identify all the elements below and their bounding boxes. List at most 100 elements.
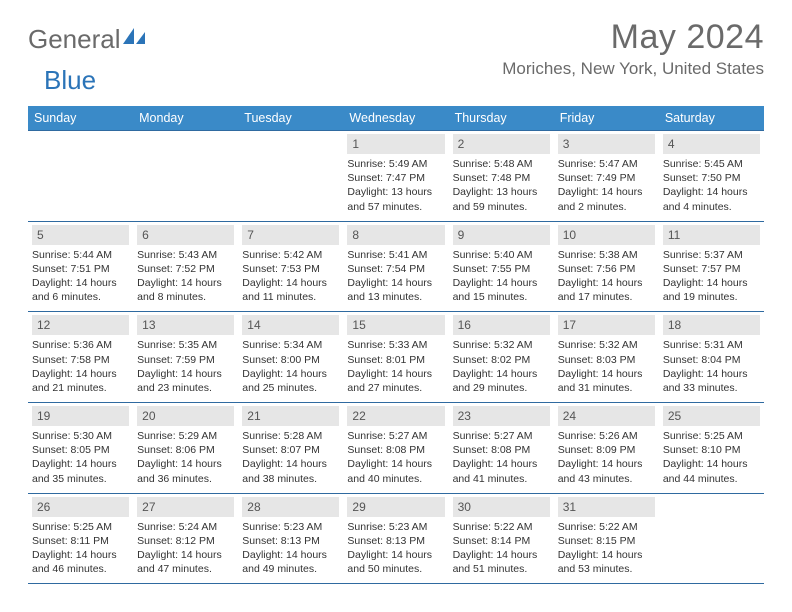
day-cell: 28Sunrise: 5:23 AMSunset: 8:13 PMDayligh…: [238, 493, 343, 584]
daylight-text: Daylight: 14 hours and 29 minutes.: [453, 367, 550, 395]
week-row: 5Sunrise: 5:44 AMSunset: 7:51 PMDaylight…: [28, 221, 764, 312]
sunset-text: Sunset: 7:57 PM: [663, 262, 760, 276]
day-cell: 24Sunrise: 5:26 AMSunset: 8:09 PMDayligh…: [554, 403, 659, 494]
sunrise-text: Sunrise: 5:22 AM: [453, 520, 550, 534]
calendar-table: Sunday Monday Tuesday Wednesday Thursday…: [28, 106, 764, 584]
sunset-text: Sunset: 7:52 PM: [137, 262, 234, 276]
sunset-text: Sunset: 8:07 PM: [242, 443, 339, 457]
sunrise-text: Sunrise: 5:28 AM: [242, 429, 339, 443]
day-number: 3: [558, 134, 655, 154]
day-info: Sunrise: 5:41 AMSunset: 7:54 PMDaylight:…: [347, 248, 444, 305]
day-cell: 8Sunrise: 5:41 AMSunset: 7:54 PMDaylight…: [343, 221, 448, 312]
daylight-text: Daylight: 14 hours and 31 minutes.: [558, 367, 655, 395]
day-cell: 13Sunrise: 5:35 AMSunset: 7:59 PMDayligh…: [133, 312, 238, 403]
day-number: 4: [663, 134, 760, 154]
day-cell: [238, 131, 343, 222]
daylight-text: Daylight: 13 hours and 59 minutes.: [453, 185, 550, 213]
day-cell: 18 Sunrise: 5:31 AMSunset: 8:04 PMDayligh…: [659, 312, 764, 403]
sunrise-text: Sunrise: 5:48 AM: [453, 157, 550, 171]
day-info: Sunrise: 5:25 AMSunset: 8:10 PMDaylight:…: [663, 429, 760, 486]
daylight-text: Daylight: 14 hours and 19 minutes.: [663, 276, 760, 304]
sunset-text: Sunset: 8:13 PM: [242, 534, 339, 548]
day-info: Sunrise: 5:36 AMSunset: 7:58 PMDaylight:…: [32, 338, 129, 395]
sunrise-text: Sunrise: 5:25 AM: [32, 520, 129, 534]
sunrise-text: Sunrise: 5:37 AM: [663, 248, 760, 262]
brand-logo: General: [28, 18, 147, 55]
day-cell: [133, 131, 238, 222]
sunset-text: Sunset: 7:55 PM: [453, 262, 550, 276]
day-cell: 6Sunrise: 5:43 AMSunset: 7:52 PMDaylight…: [133, 221, 238, 312]
sunset-text: Sunset: 8:06 PM: [137, 443, 234, 457]
day-number: 19: [32, 406, 129, 426]
day-number: 26: [32, 497, 129, 517]
day-number: 2: [453, 134, 550, 154]
day-info: Sunrise: 5:38 AMSunset: 7:56 PMDaylight:…: [558, 248, 655, 305]
day-info: Sunrise: 5:30 AMSunset: 8:05 PMDaylight:…: [32, 429, 129, 486]
sunset-text: Sunset: 8:00 PM: [242, 353, 339, 367]
day-cell: 17Sunrise: 5:32 AMSunset: 8:03 PMDayligh…: [554, 312, 659, 403]
day-info: Sunrise: 5:23 AMSunset: 8:13 PMDaylight:…: [242, 520, 339, 577]
sunset-text: Sunset: 8:08 PM: [347, 443, 444, 457]
sunset-text: Sunset: 7:48 PM: [453, 171, 550, 185]
sunrise-text: Sunrise: 5:23 AM: [242, 520, 339, 534]
daylight-text: Daylight: 14 hours and 21 minutes.: [32, 367, 129, 395]
day-cell: 16Sunrise: 5:32 AMSunset: 8:02 PMDayligh…: [449, 312, 554, 403]
calendar-body: 1 Sunrise: 5:49 AMSunset: 7:47 PMDaylight…: [28, 131, 764, 584]
daylight-text: Daylight: 14 hours and 40 minutes.: [347, 457, 444, 485]
day-info: Sunrise: 5:37 AMSunset: 7:57 PMDaylight:…: [663, 248, 760, 305]
sunset-text: Sunset: 8:03 PM: [558, 353, 655, 367]
day-info: Sunrise: 5:49 AMSunset: 7:47 PMDaylight:…: [347, 157, 444, 214]
daylight-text: Daylight: 14 hours and 33 minutes.: [663, 367, 760, 395]
day-info: Sunrise: 5:32 AMSunset: 8:03 PMDaylight:…: [558, 338, 655, 395]
day-number: 13: [137, 315, 234, 335]
day-cell: 14Sunrise: 5:34 AMSunset: 8:00 PMDayligh…: [238, 312, 343, 403]
dow-saturday: Saturday: [659, 106, 764, 131]
day-cell: 30Sunrise: 5:22 AMSunset: 8:14 PMDayligh…: [449, 493, 554, 584]
day-info: Sunrise: 5:48 AMSunset: 7:48 PMDaylight:…: [453, 157, 550, 214]
day-info: Sunrise: 5:22 AMSunset: 8:14 PMDaylight:…: [453, 520, 550, 577]
day-cell: 7Sunrise: 5:42 AMSunset: 7:53 PMDaylight…: [238, 221, 343, 312]
sunset-text: Sunset: 7:54 PM: [347, 262, 444, 276]
day-number: 24: [558, 406, 655, 426]
daylight-text: Daylight: 14 hours and 44 minutes.: [663, 457, 760, 485]
day-cell: 3 Sunrise: 5:47 AMSunset: 7:49 PMDaylight…: [554, 131, 659, 222]
day-info: Sunrise: 5:34 AMSunset: 8:00 PMDaylight:…: [242, 338, 339, 395]
sunrise-text: Sunrise: 5:24 AM: [137, 520, 234, 534]
day-info: Sunrise: 5:31 AMSunset: 8:04 PMDaylight:…: [663, 338, 760, 395]
sunset-text: Sunset: 8:08 PM: [453, 443, 550, 457]
sunset-text: Sunset: 7:58 PM: [32, 353, 129, 367]
day-number: 18: [663, 315, 760, 335]
day-cell: 11Sunrise: 5:37 AMSunset: 7:57 PMDayligh…: [659, 221, 764, 312]
dow-tuesday: Tuesday: [238, 106, 343, 131]
sunrise-text: Sunrise: 5:34 AM: [242, 338, 339, 352]
day-cell: 22Sunrise: 5:27 AMSunset: 8:08 PMDayligh…: [343, 403, 448, 494]
day-number: 15: [347, 315, 444, 335]
sunrise-text: Sunrise: 5:27 AM: [347, 429, 444, 443]
sunrise-text: Sunrise: 5:35 AM: [137, 338, 234, 352]
sunrise-text: Sunrise: 5:38 AM: [558, 248, 655, 262]
day-info: Sunrise: 5:43 AMSunset: 7:52 PMDaylight:…: [137, 248, 234, 305]
sunset-text: Sunset: 8:01 PM: [347, 353, 444, 367]
sunrise-text: Sunrise: 5:45 AM: [663, 157, 760, 171]
brand-text-2: Blue: [28, 65, 96, 96]
day-number: 12: [32, 315, 129, 335]
daylight-text: Daylight: 14 hours and 35 minutes.: [32, 457, 129, 485]
day-number: 1: [347, 134, 444, 154]
day-info: Sunrise: 5:25 AMSunset: 8:11 PMDaylight:…: [32, 520, 129, 577]
week-row: 19 Sunrise: 5:30 AMSunset: 8:05 PMDayligh…: [28, 403, 764, 494]
day-number: 31: [558, 497, 655, 517]
day-cell: 20Sunrise: 5:29 AMSunset: 8:06 PMDayligh…: [133, 403, 238, 494]
daylight-text: Daylight: 14 hours and 49 minutes.: [242, 548, 339, 576]
sunset-text: Sunset: 7:59 PM: [137, 353, 234, 367]
day-info: Sunrise: 5:47 AMSunset: 7:49 PMDaylight:…: [558, 157, 655, 214]
day-info: Sunrise: 5:22 AMSunset: 8:15 PMDaylight:…: [558, 520, 655, 577]
day-cell: 29Sunrise: 5:23 AMSunset: 8:13 PMDayligh…: [343, 493, 448, 584]
day-info: Sunrise: 5:33 AMSunset: 8:01 PMDaylight:…: [347, 338, 444, 395]
week-row: 26 Sunrise: 5:25 AMSunset: 8:11 PMDayligh…: [28, 493, 764, 584]
day-cell: 15 Sunrise: 5:33 AMSunset: 8:01 PMDayligh…: [343, 312, 448, 403]
sunset-text: Sunset: 8:09 PM: [558, 443, 655, 457]
sunset-text: Sunset: 8:10 PM: [663, 443, 760, 457]
day-info: Sunrise: 5:40 AMSunset: 7:55 PMDaylight:…: [453, 248, 550, 305]
week-row: 12 Sunrise: 5:36 AMSunset: 7:58 PMDayligh…: [28, 312, 764, 403]
sunset-text: Sunset: 7:56 PM: [558, 262, 655, 276]
